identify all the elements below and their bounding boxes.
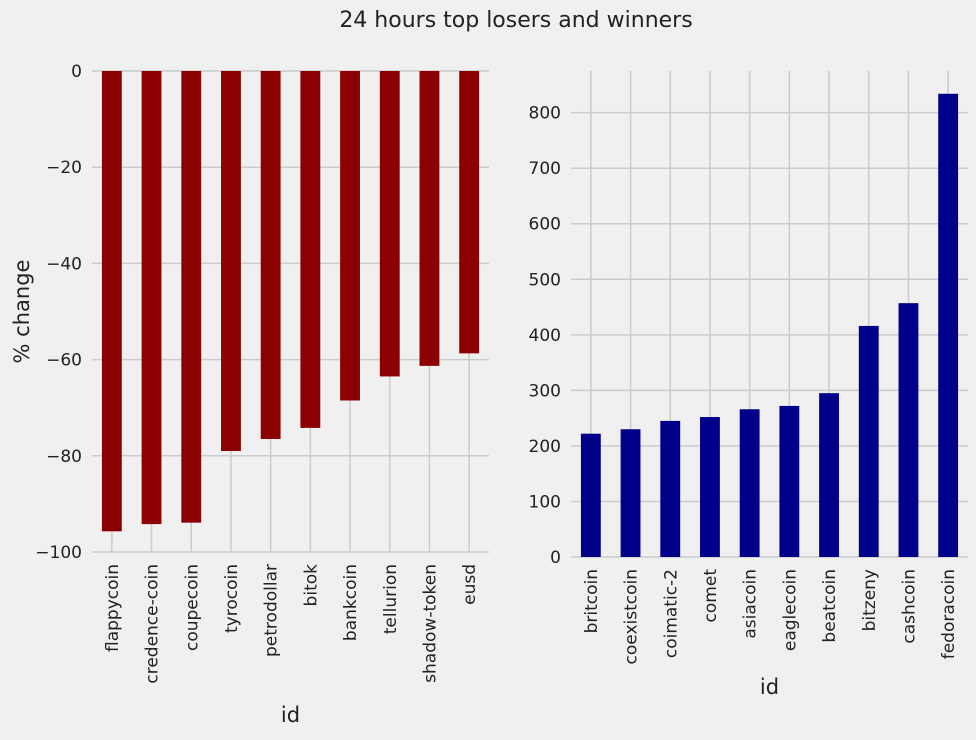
x-tick-label: bankcoin — [341, 564, 361, 641]
x-tick-label: petrodollar — [262, 564, 282, 657]
y-tick-label: 100 — [529, 492, 561, 512]
y-tick-label: −40 — [46, 254, 82, 274]
y-tick-label: −60 — [46, 351, 82, 371]
x-axis-label: id — [760, 675, 779, 699]
x-tick-label: fedoracoin — [939, 569, 959, 659]
y-axis-label: % change — [10, 260, 34, 364]
figure-title: 24 hours top losers and winners — [339, 8, 692, 33]
y-tick-label: 700 — [529, 159, 561, 179]
x-tick-label: britcoin — [582, 569, 602, 633]
bar-flappycoin — [101, 71, 122, 532]
y-tick-label: 300 — [529, 381, 561, 401]
x-tick-label: shadow-token — [420, 564, 440, 683]
x-tick-label: beatcoin — [820, 569, 840, 643]
y-tick-label: 200 — [529, 437, 561, 457]
bar-fedoracoin — [938, 93, 959, 557]
x-tick-label: cashcoin — [899, 569, 919, 644]
bar-beatcoin — [819, 393, 839, 557]
x-tick-label: tellurion — [381, 564, 401, 634]
y-tick-label: −100 — [35, 543, 82, 563]
bar-tyrocoin — [221, 71, 241, 451]
bar-shadow-token — [419, 71, 440, 366]
y-tick-label: 800 — [529, 104, 561, 124]
x-tick-label: coexistcoin — [622, 569, 642, 664]
y-tick-label: 600 — [529, 215, 561, 235]
bar-coupecoin — [181, 71, 202, 523]
x-tick-label: credence-coin — [143, 564, 163, 684]
bar-cashcoin — [898, 303, 919, 557]
x-tick-label: eusd — [460, 564, 480, 605]
x-tick-label: eaglecoin — [780, 569, 800, 651]
x-tick-label: comet — [701, 569, 721, 623]
bar-britcoin — [580, 433, 601, 557]
bar-eusd — [459, 71, 480, 354]
bar-coimatic-2 — [660, 420, 681, 557]
y-tick-label: −80 — [46, 447, 82, 467]
y-tick-label: 500 — [529, 270, 561, 290]
y-tick-label: 0 — [71, 62, 82, 82]
y-tick-label: 0 — [550, 548, 561, 568]
x-tick-label: bitok — [301, 564, 321, 607]
x-tick-label: tyrocoin — [222, 564, 242, 633]
bar-comet — [700, 417, 720, 557]
winners-chart: 0 100 200 300 400 500 600 700 800 britcoin coexist… — [529, 71, 968, 699]
x-tick-label: flappycoin — [103, 564, 123, 652]
bar-asiacoin — [739, 409, 760, 557]
bar-bankcoin — [340, 71, 360, 401]
bar-credence-coin — [141, 71, 162, 525]
bar-coexistcoin — [620, 429, 641, 557]
x-tick-label: coimatic-2 — [661, 569, 681, 658]
bar-petrodollar — [260, 71, 281, 439]
bar-tellurion — [379, 71, 400, 377]
x-tick-label: asiacoin — [741, 569, 761, 639]
x-tick-label: coupecoin — [182, 564, 202, 651]
x-tick-label: bitzeny — [860, 569, 880, 631]
bar-bitzeny — [858, 325, 879, 557]
y-tick-label: −20 — [46, 158, 82, 178]
losers-chart: 0 −20 −40 −60 −80 −100 flappycoin credence-coin… — [10, 62, 489, 727]
x-axis-label: id — [281, 703, 300, 727]
bar-bitok — [300, 71, 321, 428]
bar-eaglecoin — [779, 405, 800, 557]
y-tick-label: 400 — [529, 326, 561, 346]
